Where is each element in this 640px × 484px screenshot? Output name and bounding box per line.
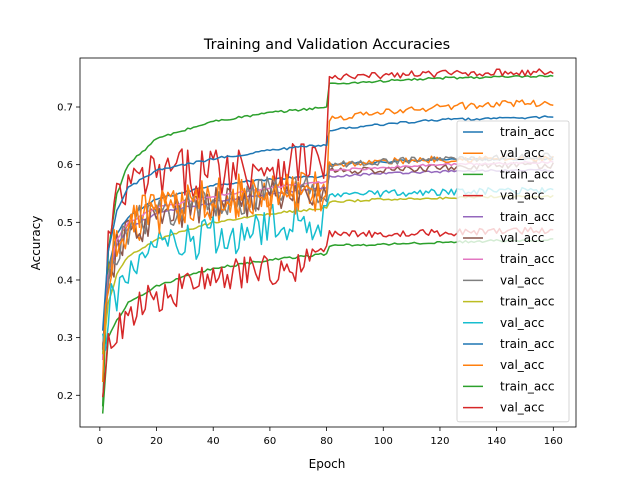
x-tick-label: 40: [207, 436, 220, 447]
legend-label: train_acc: [500, 125, 554, 139]
x-tick-label: 100: [374, 436, 393, 447]
y-tick-label: 0.4: [57, 275, 73, 286]
y-tick-label: 0.2: [57, 391, 73, 402]
y-tick-label: 0.6: [57, 160, 73, 171]
x-tick-label: 60: [264, 436, 277, 447]
legend-label: train_acc: [500, 337, 554, 351]
legend-label: val_acc: [500, 146, 544, 160]
x-tick-label: 160: [544, 436, 563, 447]
legend-label: train_acc: [500, 295, 554, 309]
y-tick-label: 0.7: [57, 103, 73, 114]
series-line-12: [101, 99, 554, 383]
legend-label: train_acc: [500, 167, 554, 181]
series-line-11: [101, 115, 554, 331]
legend-label: val_acc: [500, 316, 544, 330]
legend-label: val_acc: [500, 231, 544, 245]
y-axis: 0.2 0.3 0.4 0.5 0.6 0.7: [57, 103, 80, 402]
plot-frame: [79, 57, 577, 428]
x-axis: 0 20 40 60 80 100 120 140 160: [97, 427, 563, 447]
chart-title: Training and Validation Accuracies: [203, 37, 450, 53]
legend: train_acc val_acc train_acc val_acc train_ac…: [456, 120, 570, 423]
y-tick-label: 0.5: [57, 218, 73, 229]
legend-label: train_acc: [500, 210, 554, 224]
legend-label: val_acc: [500, 358, 544, 372]
x-tick-label: 80: [320, 436, 333, 447]
y-axis-label: Accuracy: [29, 216, 43, 271]
x-tick-label: 20: [150, 436, 163, 447]
x-axis-label: Epoch: [309, 457, 346, 471]
y-tick-label: 0.3: [57, 333, 73, 344]
legend-label: val_acc: [500, 401, 544, 415]
legend-label: val_acc: [500, 273, 544, 287]
x-tick-label: 120: [430, 436, 449, 447]
legend-label: val_acc: [500, 189, 544, 203]
legend-label: train_acc: [500, 379, 554, 393]
series-line-4: [101, 68, 554, 349]
plot-area: 0 20 40 60 80 100 120 140 160 0.2 0.3 0.4 0.5 0.6 0.7: [57, 57, 577, 447]
legend-label: train_acc: [500, 252, 554, 266]
legend-box: [456, 120, 570, 423]
x-tick-label: 0: [97, 436, 103, 447]
x-tick-label: 140: [487, 436, 506, 447]
